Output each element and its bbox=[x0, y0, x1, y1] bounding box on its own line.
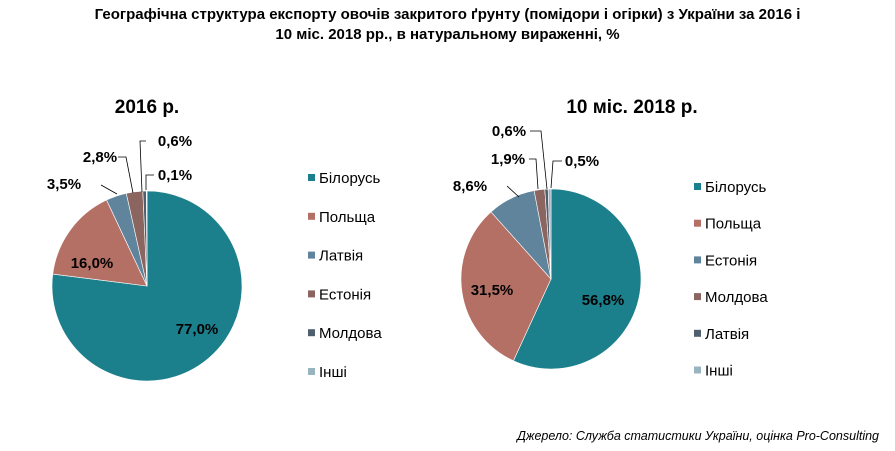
source-note: Джерело: Служба статистики України, оцін… bbox=[517, 429, 879, 443]
chart-title: 2016 р. bbox=[115, 97, 179, 118]
pie-slice-2 bbox=[460, 211, 552, 362]
chart-main-title: Географічна структура експорту овочів за… bbox=[0, 5, 895, 45]
pie-chart-1: 2016 р. 77,0% 16,0% 3,5%2,8% 0,6% 0,1% Білорус… bbox=[47, 97, 382, 382]
legend-swatch-2 bbox=[308, 212, 315, 220]
data-label-6: 0,1% bbox=[158, 167, 192, 184]
data-label-3: 3,5% bbox=[47, 176, 81, 193]
data-label-1: 56,8% bbox=[582, 292, 625, 309]
data-label-1: 77,0% bbox=[176, 321, 219, 338]
leader-line-6 bbox=[550, 160, 562, 189]
legend-swatch-6 bbox=[694, 366, 701, 374]
legend-label-2: Польща bbox=[705, 216, 762, 233]
legend-label-4: Молдова bbox=[705, 289, 768, 306]
legend-label-1: Білорусь bbox=[705, 179, 766, 196]
data-label-3: 8,6% bbox=[453, 178, 487, 195]
legend-swatch-2 bbox=[694, 219, 701, 227]
leader-line-4 bbox=[118, 156, 134, 194]
leader-line-4 bbox=[529, 158, 539, 190]
legend-swatch-4 bbox=[694, 293, 701, 301]
legend-label-4: Естонія bbox=[319, 286, 371, 303]
legend-swatch-6 bbox=[308, 368, 315, 375]
legend-swatch-4 bbox=[308, 290, 315, 298]
leader-line-3 bbox=[100, 184, 118, 195]
data-label-4: 1,9% bbox=[491, 151, 525, 168]
legend-label-5: Молдова bbox=[319, 325, 382, 342]
legend-label-2: Польща bbox=[319, 209, 376, 226]
leader-line-5 bbox=[530, 130, 548, 190]
data-label-4: 2,8% bbox=[83, 149, 117, 166]
leader-line-6 bbox=[145, 174, 154, 190]
data-label-5: 0,6% bbox=[492, 123, 526, 140]
pie-slice-6 bbox=[146, 190, 148, 287]
legend-swatch-1 bbox=[308, 174, 315, 181]
pie-slice-2 bbox=[52, 199, 148, 287]
legend-swatch-5 bbox=[308, 329, 315, 337]
data-label-6: 0,5% bbox=[565, 153, 599, 170]
chart-main-title-line-2: 10 міс. 2018 рр., в натуральному виражен… bbox=[275, 26, 620, 43]
legend-label-3: Естонія bbox=[705, 252, 757, 269]
legend-swatch-3 bbox=[308, 251, 315, 259]
legend-label-6: Інші bbox=[705, 363, 733, 380]
leader-line-5 bbox=[139, 140, 146, 193]
data-label-2: 16,0% bbox=[71, 255, 114, 272]
legend-swatch-5 bbox=[694, 329, 701, 337]
chart-main-title-line-1: Географічна структура експорту овочів за… bbox=[94, 6, 801, 23]
data-label-2: 31,5% bbox=[471, 282, 514, 299]
pie-chart-2: 10 міс. 2018 р. 56,8% 31,5% 8,6%1,9% 0,6% 0,5… bbox=[453, 97, 768, 380]
legend-swatch-1 bbox=[694, 183, 701, 190]
legend-label-1: Білорусь bbox=[319, 170, 380, 187]
pie-slice-1 bbox=[513, 188, 642, 370]
pie-slice-6 bbox=[547, 188, 552, 280]
legend-label-6: Інші bbox=[319, 364, 347, 381]
legend-label-5: Латвія bbox=[705, 326, 749, 343]
leader-line-3 bbox=[506, 185, 520, 198]
data-label-5: 0,6% bbox=[158, 133, 192, 150]
legend-swatch-3 bbox=[694, 256, 701, 264]
chart-title: 10 міс. 2018 р. bbox=[566, 97, 697, 118]
legend-label-3: Латвія bbox=[319, 248, 363, 265]
